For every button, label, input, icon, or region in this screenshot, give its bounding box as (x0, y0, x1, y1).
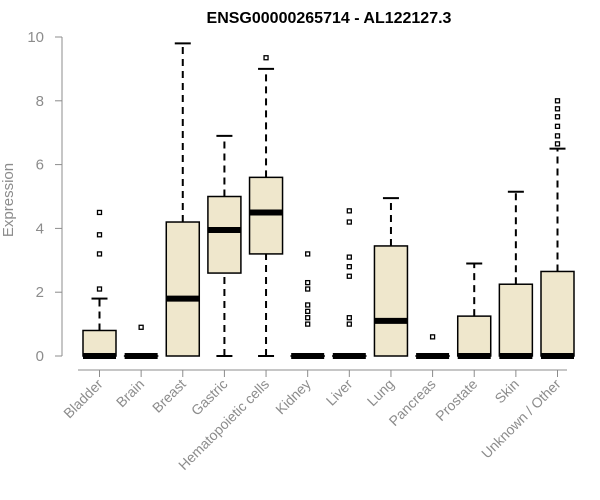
outlier-point (346, 219, 352, 225)
y-axis-label: Expression (0, 163, 17, 237)
outlier-point (429, 334, 436, 340)
outlier-point (554, 98, 561, 104)
box-liver (332, 208, 367, 359)
box-iqr (540, 270, 575, 357)
box-iqr (456, 315, 492, 357)
outlier-point (554, 133, 561, 139)
outlier-point (305, 315, 311, 321)
outlier-point (263, 55, 269, 61)
box-pancreas (415, 334, 450, 359)
outlier-point (346, 273, 352, 279)
outlier-point (554, 141, 561, 147)
x-tick-label: Brain (113, 376, 147, 410)
x-tick-label: Lung (364, 376, 397, 409)
x-tick-label: Unknown / Other (478, 376, 564, 462)
box-gastric (207, 134, 242, 357)
box-prostate (456, 262, 492, 359)
y-tick-label: 8 (36, 93, 44, 110)
outlier-point (305, 302, 311, 308)
outlier-point (305, 321, 311, 327)
box-hematopoietic-cells (248, 55, 284, 357)
chart-title: ENSG00000265714 - AL122127.3 (207, 10, 452, 27)
box-bladder (82, 209, 117, 359)
outlier-point (305, 308, 311, 314)
outlier-point (138, 324, 144, 330)
y-tick-label: 2 (36, 284, 44, 301)
outlier-point (96, 232, 103, 238)
outlier-point (346, 321, 352, 327)
outlier-point (346, 254, 352, 260)
box-unknown-other (540, 98, 575, 359)
y-tick-label: 4 (36, 220, 44, 237)
y-tick-label: 6 (36, 157, 44, 174)
y-ticks: 0 2 4 6 8 10 (27, 29, 62, 365)
box-breast (165, 42, 201, 357)
y-tick-label: 10 (27, 29, 44, 46)
boxes (82, 42, 575, 359)
box-iqr (207, 195, 242, 274)
outlier-point (346, 264, 352, 270)
box-skin (498, 190, 534, 359)
outlier-point (554, 106, 561, 112)
outlier-point (554, 123, 561, 129)
outlier-point (96, 286, 103, 292)
x-tick-label: Kidney (272, 376, 314, 418)
box-iqr (373, 245, 409, 357)
x-tick-label: Liver (323, 376, 356, 409)
outlier-point (305, 251, 311, 257)
outlier-point (305, 279, 311, 286)
box-iqr (82, 329, 117, 357)
x-tick-label: Breast (149, 376, 189, 416)
box-iqr (248, 176, 284, 255)
box-iqr (498, 283, 534, 357)
outlier-point (346, 208, 352, 214)
box-kidney (290, 251, 325, 359)
x-tick-label: Skin (491, 376, 522, 407)
outlier-point (96, 209, 103, 216)
x-tick-label: Prostate (432, 376, 480, 424)
box-iqr (165, 221, 201, 357)
box-brain (123, 324, 159, 359)
box-lung (373, 197, 409, 357)
x-tick-label: Bladder (60, 376, 106, 422)
y-tick-label: 0 (36, 348, 44, 365)
outlier-point (96, 251, 103, 257)
outlier-point (554, 114, 561, 120)
outlier-point (305, 286, 311, 292)
outlier-point (346, 315, 352, 321)
